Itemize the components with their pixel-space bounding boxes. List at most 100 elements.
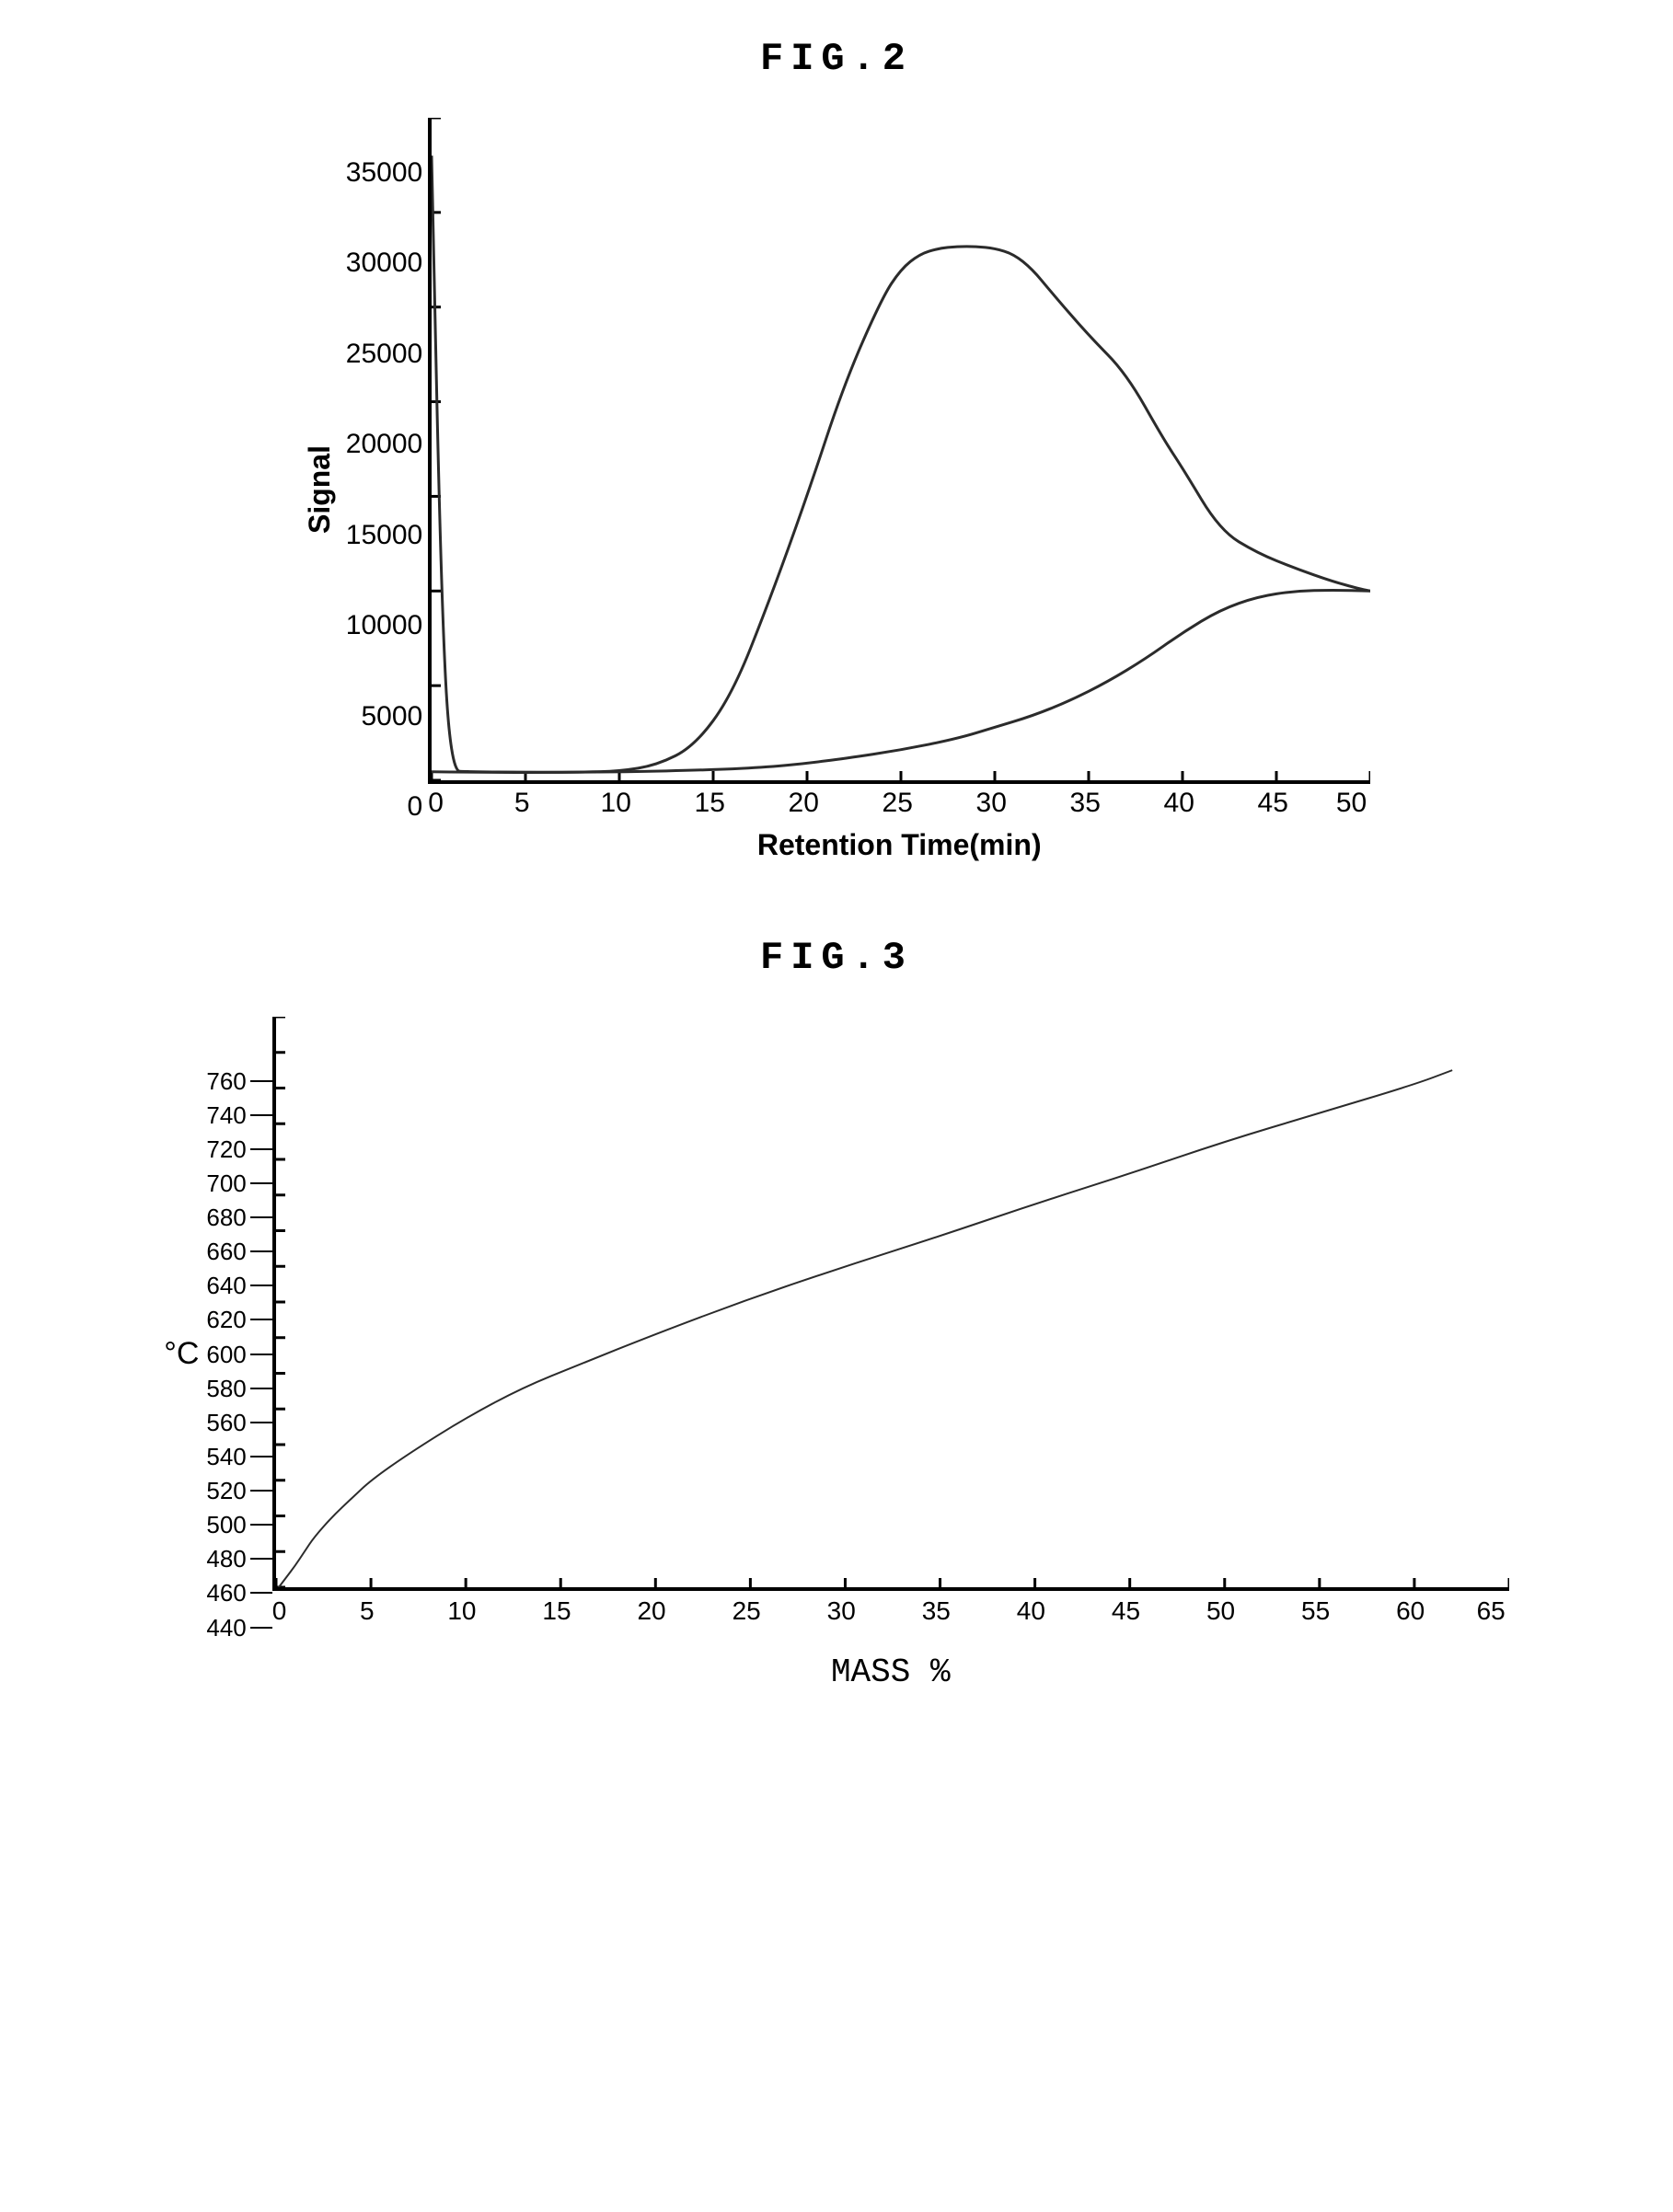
y-tick-label: 580 bbox=[206, 1377, 246, 1400]
y-tick: 0 bbox=[408, 793, 429, 821]
fig3-chart: °C 7607407207006806606406206005805605405… bbox=[37, 1017, 1636, 1691]
x-tick: 35 bbox=[1038, 788, 1132, 819]
y-tick-dash bbox=[250, 1250, 272, 1252]
x-tick: 55 bbox=[1268, 1596, 1363, 1626]
fig2-x-ticks: 05101520253035404550 bbox=[428, 788, 1367, 819]
y-tick-dash bbox=[250, 1558, 272, 1560]
plot-svg bbox=[432, 118, 1370, 780]
x-tick: 40 bbox=[984, 1596, 1079, 1626]
y-tick-dash bbox=[250, 1285, 272, 1286]
y-tick: 25000 bbox=[346, 340, 428, 368]
y-tick-label: 500 bbox=[206, 1513, 246, 1537]
fig2-xlabel: Retention Time(min) bbox=[428, 828, 1370, 862]
y-tick: 740 bbox=[206, 1103, 271, 1127]
y-tick: 620 bbox=[206, 1308, 271, 1331]
y-tick: 520 bbox=[206, 1479, 271, 1503]
x-tick: 0 bbox=[428, 788, 475, 819]
y-tick-dash bbox=[250, 1114, 272, 1116]
x-tick: 65 bbox=[1458, 1596, 1506, 1626]
x-tick: 60 bbox=[1363, 1596, 1458, 1626]
series-lower-curve bbox=[432, 591, 1370, 773]
x-tick: 35 bbox=[889, 1596, 984, 1626]
series-curve bbox=[276, 1070, 1452, 1587]
fig2-plot-area bbox=[428, 118, 1370, 784]
y-tick-label: 680 bbox=[206, 1205, 246, 1229]
x-tick: 15 bbox=[663, 788, 756, 819]
y-tick-dash bbox=[250, 1182, 272, 1184]
y-tick-dash bbox=[250, 1422, 272, 1423]
y-tick: 560 bbox=[206, 1411, 271, 1434]
x-tick: 40 bbox=[1132, 788, 1226, 819]
y-tick-dash bbox=[250, 1490, 272, 1492]
x-tick: 15 bbox=[509, 1596, 604, 1626]
x-tick: 25 bbox=[850, 788, 944, 819]
y-tick: 15000 bbox=[346, 522, 428, 549]
x-tick: 5 bbox=[319, 1596, 414, 1626]
y-tick-label: 560 bbox=[206, 1411, 246, 1434]
y-tick: 480 bbox=[206, 1547, 271, 1571]
x-tick: 50 bbox=[1173, 1596, 1268, 1626]
y-tick: 600 bbox=[206, 1342, 271, 1366]
x-tick: 20 bbox=[605, 1596, 699, 1626]
y-tick: 5000 bbox=[361, 703, 428, 731]
y-tick-label: 440 bbox=[206, 1616, 246, 1640]
figure-3: FIG.3 °C 7607407207006806606406206005805… bbox=[37, 936, 1636, 1691]
y-tick-dash bbox=[250, 1592, 272, 1594]
fig3-x-ticks: 05101520253035404550556065 bbox=[272, 1596, 1506, 1626]
x-tick: 0 bbox=[272, 1596, 320, 1626]
fig3-plot-area bbox=[272, 1017, 1509, 1591]
y-tick: 35000 bbox=[346, 159, 428, 187]
y-tick: 440 bbox=[206, 1616, 271, 1640]
y-tick: 680 bbox=[206, 1205, 271, 1229]
y-tick-label: 460 bbox=[206, 1581, 246, 1605]
y-tick: 30000 bbox=[346, 249, 428, 277]
y-tick-label: 600 bbox=[206, 1342, 246, 1366]
fig3-title: FIG.3 bbox=[37, 936, 1636, 980]
y-tick-dash bbox=[250, 1319, 272, 1320]
y-tick: 580 bbox=[206, 1377, 271, 1400]
y-tick-label: 720 bbox=[206, 1137, 246, 1161]
x-tick: 10 bbox=[414, 1596, 509, 1626]
fig2-title: FIG.2 bbox=[37, 37, 1636, 81]
series-upper-curve bbox=[432, 156, 1370, 772]
y-tick: 500 bbox=[206, 1513, 271, 1537]
fig2-plot-cell: 05101520253035404550 Retention Time(min) bbox=[428, 118, 1370, 862]
y-tick-dash bbox=[250, 1354, 272, 1355]
x-tick: 10 bbox=[569, 788, 663, 819]
fig2-chart: Signal 350003000025000200001500010000500… bbox=[37, 118, 1636, 862]
plot-svg bbox=[276, 1017, 1509, 1587]
y-tick: 760 bbox=[206, 1069, 271, 1093]
x-tick: 20 bbox=[756, 788, 850, 819]
x-tick: 25 bbox=[699, 1596, 794, 1626]
y-tick-dash bbox=[250, 1524, 272, 1526]
y-tick: 720 bbox=[206, 1137, 271, 1161]
y-tick: 10000 bbox=[346, 612, 428, 639]
y-tick-dash bbox=[250, 1388, 272, 1389]
x-tick: 50 bbox=[1320, 788, 1367, 819]
fig2-y-ticks: 35000 30000 25000 20000 15000 10000 5000 0 bbox=[346, 159, 428, 822]
y-tick-label: 700 bbox=[206, 1171, 246, 1195]
y-tick-label: 620 bbox=[206, 1308, 246, 1331]
y-tick-dash bbox=[250, 1148, 272, 1150]
fig3-xlabel: MASS % bbox=[272, 1653, 1509, 1691]
figure-2: FIG.2 Signal 350003000025000200001500010… bbox=[37, 37, 1636, 862]
y-tick-dash bbox=[250, 1216, 272, 1218]
x-tick: 5 bbox=[475, 788, 569, 819]
y-tick-dash bbox=[250, 1456, 272, 1457]
y-tick-label: 520 bbox=[206, 1479, 246, 1503]
y-tick-dash bbox=[250, 1080, 272, 1082]
x-tick: 30 bbox=[944, 788, 1038, 819]
fig3-plot-cell: 05101520253035404550556065 MASS % bbox=[272, 1017, 1509, 1691]
y-tick: 540 bbox=[206, 1445, 271, 1469]
fig3-ylabel: °C bbox=[164, 1336, 199, 1372]
y-tick: 460 bbox=[206, 1581, 271, 1605]
y-tick-label: 480 bbox=[206, 1547, 246, 1571]
y-tick-label: 760 bbox=[206, 1069, 246, 1093]
y-tick: 660 bbox=[206, 1239, 271, 1263]
y-tick: 20000 bbox=[346, 431, 428, 458]
y-tick: 640 bbox=[206, 1273, 271, 1297]
y-tick-label: 740 bbox=[206, 1103, 246, 1127]
x-tick: 30 bbox=[794, 1596, 889, 1626]
x-tick: 45 bbox=[1079, 1596, 1173, 1626]
y-tick: 700 bbox=[206, 1171, 271, 1195]
